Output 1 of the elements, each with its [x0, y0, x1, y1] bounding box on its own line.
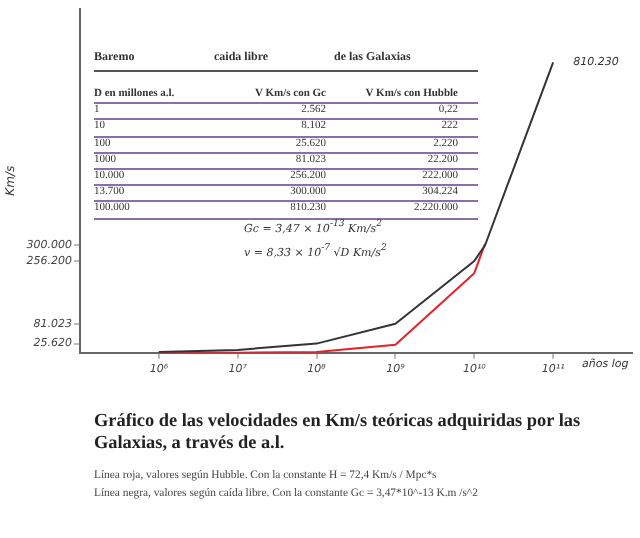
- text: Gráfico de las velocidades en Km/s teóricas adquiridas por las Galaxias, a través de a.l.: [94, 410, 583, 454]
